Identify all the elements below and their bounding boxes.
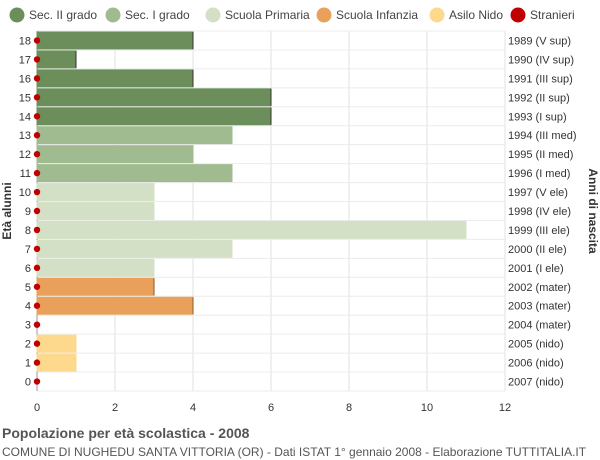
year-tick-label: 2006 (nido) [508,358,564,370]
year-tick-label: 1991 (III sup) [508,73,573,85]
age-tick-label: 5 [25,282,31,294]
age-tick-label: 16 [19,73,31,85]
bar [36,202,155,220]
legend-marker [105,7,121,23]
stranieri-point [33,378,41,385]
bar [36,164,233,183]
x-tick-label: 2 [112,402,118,414]
chart-area: 18 1989 (V sup)17 1990 (IV sup)16 1991 (III… [0,7,600,414]
year-tick-label: 1989 (V sup) [508,35,571,47]
legend-marker [205,7,221,23]
bar [36,88,272,107]
legend-marker [9,7,25,23]
legend-marker [429,7,445,23]
y-axis-label-left: Età alunni [0,182,14,239]
bar [36,334,77,353]
legend-marker [510,7,526,23]
stranieri-point [33,56,41,63]
stranieri-point [33,283,41,290]
year-tick-label: 1998 (IV ele) [508,206,571,218]
chart-title: Popolazione per età scolastica - 2008 [2,425,250,441]
age-tick-label: 15 [19,92,31,104]
year-tick-label: 2005 (nido) [508,339,564,351]
bar [36,353,77,372]
bar [36,220,467,239]
legend-label: Scuola Primaria [225,8,310,22]
year-tick-label: 1992 (II sup) [508,92,570,104]
age-tick-label: 1 [25,358,31,370]
stranieri-point [33,132,41,139]
stranieri-point [33,207,41,215]
stranieri-point [33,245,41,253]
x-tick-label: 4 [190,402,196,414]
stranieri-point [33,169,41,177]
legend-label: Scuola Infanzia [336,8,418,22]
age-tick-label: 8 [25,225,31,237]
stranieri-point [33,359,41,366]
age-tick-label: 4 [25,301,31,313]
age-tick-label: 9 [25,206,31,218]
stranieri-point [33,37,41,44]
age-tick-label: 14 [19,111,31,123]
x-tick-label: 0 [34,402,40,414]
bar [36,126,233,145]
year-tick-label: 1993 (I sup) [508,111,567,123]
legend-marker [316,7,332,23]
stranieri-point [33,340,41,347]
stranieri-point [33,264,41,272]
x-tick-label: 12 [499,402,511,414]
stranieri-point [33,321,41,328]
legend-label: Sec. II grado [29,8,97,22]
bar [36,50,77,69]
age-tick-label: 3 [25,320,31,332]
age-tick-label: 18 [19,35,31,47]
stranieri-point [33,188,41,196]
year-tick-label: 1990 (IV sup) [508,54,574,66]
chart-source: COMUNE DI NUGHEDU SANTA VITTORIA (OR) - … [2,445,587,459]
age-tick-label: 12 [19,149,31,161]
stranieri-point [33,94,41,101]
year-tick-label: 1999 (III ele) [508,225,570,237]
x-tick-label: 8 [346,402,352,414]
legend-label: Sec. I grado [125,8,190,22]
year-tick-label: 2003 (mater) [508,301,571,313]
bar [36,183,155,202]
year-tick-label: 1995 (II med) [508,149,573,161]
x-tick-label: 6 [268,402,274,414]
stranieri-point [33,75,41,82]
bar [36,107,272,126]
year-tick-label: 2002 (mater) [508,282,571,294]
bar [36,258,155,277]
age-tick-label: 10 [19,187,31,199]
year-tick-label: 2001 (I ele) [508,263,564,275]
bar [36,277,155,296]
bar [36,31,194,50]
year-tick-label: 2007 (nido) [508,377,564,389]
year-tick-label: 1996 (I med) [508,168,570,180]
age-tick-label: 2 [25,339,31,351]
bar [36,69,194,88]
age-tick-label: 11 [20,168,31,180]
legend-label: Asilo Nido [449,8,503,22]
bar [36,145,194,164]
age-tick-label: 0 [25,377,31,389]
stranieri-point [33,226,41,234]
y-axis-label-right: Anni di nascita [586,168,600,254]
age-tick-label: 17 [19,54,31,66]
stranieri-point [33,302,41,309]
year-tick-label: 1994 (III med) [508,130,576,142]
age-tick-label: 7 [25,244,31,256]
stranieri-point [33,113,41,120]
stranieri-point [33,150,41,158]
bar [36,239,233,258]
year-tick-label: 2004 (mater) [508,320,571,332]
age-tick-label: 6 [25,263,31,275]
bar [36,296,194,315]
age-tick-label: 13 [19,130,31,142]
year-tick-label: 1997 (V ele) [508,187,568,199]
legend-label: Stranieri [530,8,575,22]
year-tick-label: 2000 (II ele) [508,244,567,256]
x-tick-label: 10 [421,402,433,414]
